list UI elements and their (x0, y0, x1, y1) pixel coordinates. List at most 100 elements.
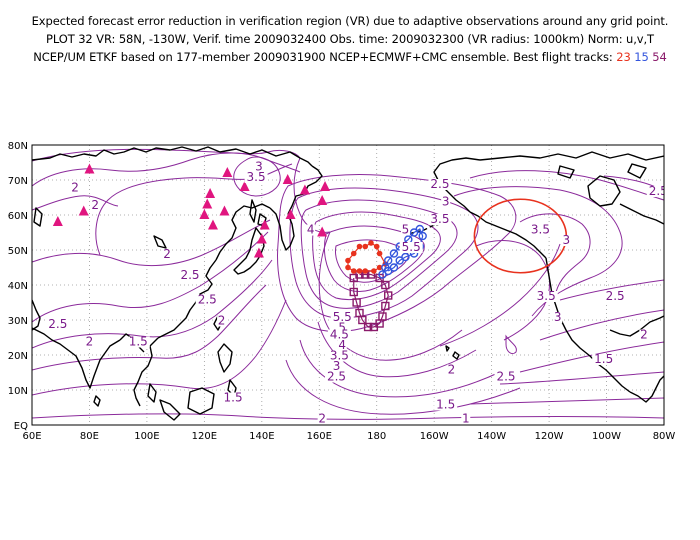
contour-label: 2.5 (430, 177, 449, 191)
observation-triangle (282, 174, 293, 184)
coastline (445, 345, 450, 352)
contour-label: 5 (402, 223, 410, 237)
contour-label-bg (639, 329, 649, 341)
track-point (376, 250, 383, 257)
coastline (619, 203, 664, 225)
lat-tick-label: 70N (8, 176, 28, 187)
contour-label-bg (325, 371, 349, 383)
contour-line (312, 211, 441, 301)
contour-label-bg (195, 294, 219, 306)
contour-label: 2.5 (606, 289, 625, 303)
contour-line (32, 284, 267, 371)
contour-label: 3.5 (537, 289, 556, 303)
contour-label: 5.5 (333, 310, 352, 324)
coastline (147, 383, 157, 403)
contour-label: 2 (640, 328, 648, 342)
observation-triangle (219, 205, 230, 216)
lon-tick-label: 180 (367, 431, 386, 442)
contour-label: 3.5 (247, 170, 266, 184)
contour-label: 2 (71, 181, 79, 195)
contour-label: 3 (563, 233, 571, 247)
contour-label: 2 (163, 247, 171, 261)
contour-label: 3.5 (330, 349, 349, 363)
coastline (469, 211, 547, 259)
track-point (376, 264, 383, 271)
contour-line (32, 413, 664, 420)
observation-triangle (84, 163, 95, 174)
contour-label-bg (399, 242, 423, 253)
coastline (187, 387, 215, 415)
track-point (350, 268, 357, 274)
coastline (627, 163, 647, 179)
contour-label: 2.5 (180, 268, 199, 282)
track-point (371, 268, 377, 274)
contour-line (289, 187, 479, 319)
contour-label: 4 (307, 223, 315, 237)
contour-line (299, 339, 501, 398)
contour-label: 1.5 (436, 398, 455, 412)
lat-tick-label: 30N (8, 316, 28, 327)
observation-triangle (199, 209, 210, 219)
coastline (587, 175, 621, 207)
track-point (349, 287, 358, 297)
lon-tick-label: 100E (134, 431, 159, 442)
contour-label-bg (561, 235, 571, 246)
track-label-purple: 54 (652, 50, 667, 64)
contour-line (439, 243, 561, 347)
track-point (362, 243, 369, 250)
contour-line (233, 156, 281, 197)
contour-label-bg (84, 336, 94, 348)
lon-tick-label: 80E (80, 431, 99, 442)
contour-label: 2.5 (48, 317, 67, 331)
track-point (418, 231, 427, 241)
contour-line (317, 321, 477, 378)
lon-tick-label: 160E (307, 431, 332, 442)
contour-label-bg (254, 161, 264, 173)
observation-triangle (317, 195, 328, 205)
coastline (287, 165, 323, 215)
flight-tracks (345, 224, 427, 332)
lat-tick-label: EQ (14, 421, 28, 432)
observation-triangle (205, 188, 216, 198)
lat-tick-label: 50N (8, 246, 28, 257)
contour-label-bg (317, 413, 327, 425)
coastline (32, 327, 121, 389)
header-line-3-prefix: NCEP/UM ETKF based on 177-member 2009031… (33, 50, 613, 64)
contour-label: 2.5 (198, 293, 217, 307)
coastline (133, 337, 159, 407)
contour-label: 2 (86, 335, 94, 349)
track-point (384, 266, 393, 276)
lon-tick-label: 120W (535, 431, 564, 442)
contour-label-bg (70, 182, 80, 194)
lon-tick-label: 140E (249, 431, 274, 442)
contour-label: 4 (338, 338, 346, 352)
contour-label-bg (434, 399, 458, 411)
observation-triangle (78, 205, 89, 216)
contour-line (32, 259, 273, 349)
contour-label: 5.5 (402, 240, 421, 254)
contour-line (32, 195, 119, 211)
track-point (415, 224, 425, 234)
lon-tick-label: 120E (192, 431, 217, 442)
contour-label: 4.5 (330, 328, 349, 342)
contour-label-bg (90, 200, 100, 211)
coastline (153, 235, 167, 249)
plot-header: Expected forecast error reduction in ver… (0, 0, 700, 80)
coastline (249, 199, 257, 223)
contour-label: 3 (554, 310, 562, 324)
map-frame (31, 144, 665, 426)
track-point (345, 257, 351, 264)
contour-label: 1.5 (224, 391, 243, 405)
coastline (452, 351, 460, 360)
track-label-blue: 15 (634, 50, 649, 64)
contour-label: 3 (255, 160, 263, 174)
lat-tick-label: 80N (8, 141, 28, 152)
contour-line (32, 148, 301, 162)
lat-tick-label: 20N (8, 351, 28, 362)
contour-label-bg (553, 312, 563, 323)
contour-label: 1.5 (594, 352, 613, 366)
contour-label-bg (46, 319, 70, 330)
contour-label-bg (592, 354, 616, 365)
